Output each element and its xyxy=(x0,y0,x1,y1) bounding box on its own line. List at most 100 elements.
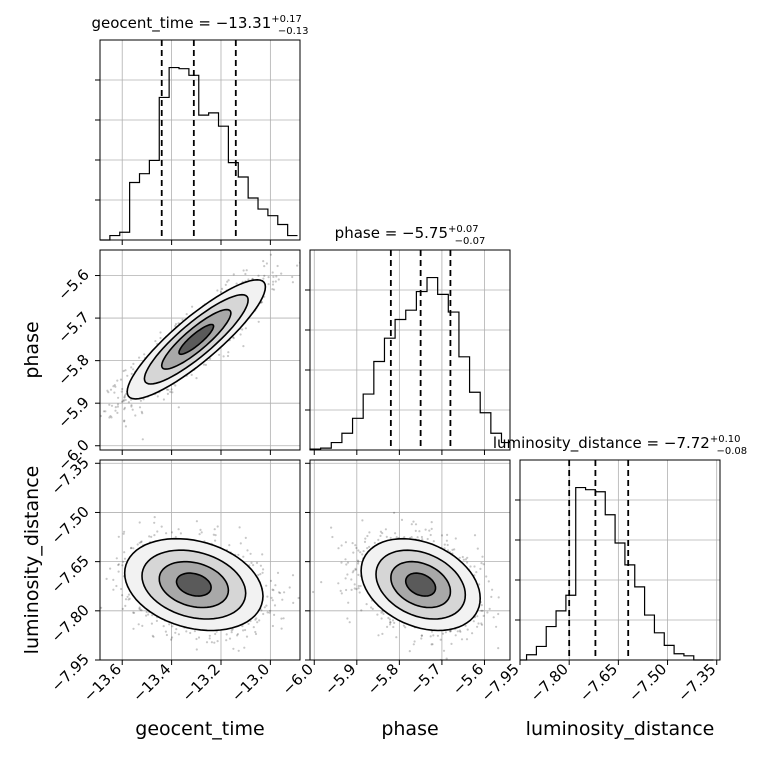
scatter-point xyxy=(340,544,343,547)
scatter-point xyxy=(271,599,274,602)
scatter-point xyxy=(356,559,359,562)
y-tick-label: −5.7 xyxy=(54,308,92,346)
scatter-point xyxy=(239,333,242,336)
scatter-point xyxy=(358,591,361,594)
scatter-point xyxy=(244,327,247,330)
scatter-point xyxy=(355,588,358,591)
scatter-point xyxy=(476,615,479,618)
scatter-point xyxy=(185,313,188,316)
scatter-point xyxy=(414,529,417,533)
scatter-point xyxy=(262,612,265,616)
scatter-point xyxy=(141,412,144,415)
scatter-point xyxy=(130,405,133,408)
y-tick-label: −5.9 xyxy=(54,393,92,431)
scatter-point xyxy=(104,410,107,413)
scatter-point xyxy=(449,629,452,633)
scatter-point xyxy=(213,641,216,644)
scatter-point xyxy=(510,597,512,599)
scatter-point xyxy=(475,571,478,574)
title-main: luminosity_distance = −7.72 xyxy=(493,434,710,453)
scatter-point xyxy=(282,617,285,620)
scatter-point xyxy=(497,596,500,599)
contour-line xyxy=(123,537,264,632)
joint-frame xyxy=(99,459,301,661)
scatter-point xyxy=(156,395,159,398)
scatter-point xyxy=(232,337,235,340)
scatter-point xyxy=(380,611,383,614)
scatter-point xyxy=(291,281,294,284)
scatter-point xyxy=(130,372,133,375)
scatter-point xyxy=(216,640,219,643)
scatter-point xyxy=(277,591,281,594)
scatter-point xyxy=(109,388,113,391)
scatter-point xyxy=(413,640,416,643)
scatter-point xyxy=(145,610,148,614)
scatter-point xyxy=(151,614,154,617)
scatter-point xyxy=(262,568,265,571)
y-axis-label: luminosity_distance xyxy=(21,466,43,655)
x-tick-label: −13.2 xyxy=(179,660,224,705)
scatter-point xyxy=(371,607,374,611)
scatter-point xyxy=(320,581,323,584)
scatter-point xyxy=(352,569,355,572)
x-tick-label: −7.95 xyxy=(478,660,523,705)
scatter-point xyxy=(344,577,347,580)
scatter-point xyxy=(127,401,130,404)
scatter-point xyxy=(140,609,143,612)
scatter-point xyxy=(177,528,180,531)
x-tick-label: −5.7 xyxy=(406,660,444,698)
contour-line xyxy=(158,560,230,609)
scatter-point xyxy=(421,538,424,541)
scatter-point xyxy=(170,388,173,391)
scatter-point xyxy=(446,543,449,547)
scatter-point xyxy=(260,301,264,304)
scatter-point xyxy=(236,634,239,637)
scatter-point xyxy=(357,549,360,552)
scatter-point xyxy=(391,619,395,622)
scatter-point xyxy=(145,614,148,617)
scatter-point xyxy=(366,534,369,538)
scatter-point xyxy=(128,597,131,600)
x-axis-label: geocent_time xyxy=(135,718,264,740)
scatter-point xyxy=(221,287,224,290)
scatter-point xyxy=(117,570,120,573)
scatter-point xyxy=(123,530,126,533)
scatter-point xyxy=(164,630,167,633)
y-tick-label: −7.65 xyxy=(48,552,93,597)
scatter-point xyxy=(227,279,230,282)
histogram-panel-luminosity_distance: luminosity_distance = −7.72+0.10 −0.08 xyxy=(493,434,747,665)
scatter-point xyxy=(485,575,488,578)
scatter-point xyxy=(491,588,494,591)
histogram-step-luminosity_distance xyxy=(520,486,714,661)
x-axis-label: luminosity_distance xyxy=(526,718,715,740)
scatter-point xyxy=(389,621,392,624)
scatter-point xyxy=(254,632,258,636)
scatter-point xyxy=(267,276,270,279)
scatter-point xyxy=(123,395,126,398)
scatter-point xyxy=(154,340,157,343)
scatter-point xyxy=(124,604,127,608)
scatter-point xyxy=(108,403,111,406)
scatter-point xyxy=(355,546,358,550)
scatter-point xyxy=(90,607,92,609)
scatter-point xyxy=(177,406,180,409)
scatter-point xyxy=(272,280,275,283)
scatter-point xyxy=(357,584,360,588)
scatter-point xyxy=(389,621,392,624)
contour-line xyxy=(178,323,215,356)
scatter-point xyxy=(189,631,192,635)
scatter-point xyxy=(379,534,382,538)
scatter-point xyxy=(330,526,333,529)
scatter-point xyxy=(159,331,162,334)
scatter-point xyxy=(130,366,133,369)
y-tick-label: −5.6 xyxy=(54,266,92,304)
scatter-point xyxy=(132,547,135,550)
scatter-point xyxy=(138,406,142,409)
scatter-point xyxy=(482,563,485,566)
scatter-point xyxy=(195,637,198,641)
scatter-point xyxy=(344,558,347,561)
scatter-point xyxy=(148,535,151,538)
scatter-point xyxy=(124,398,127,402)
scatter-point xyxy=(56,437,58,439)
scatter-point xyxy=(171,391,174,394)
